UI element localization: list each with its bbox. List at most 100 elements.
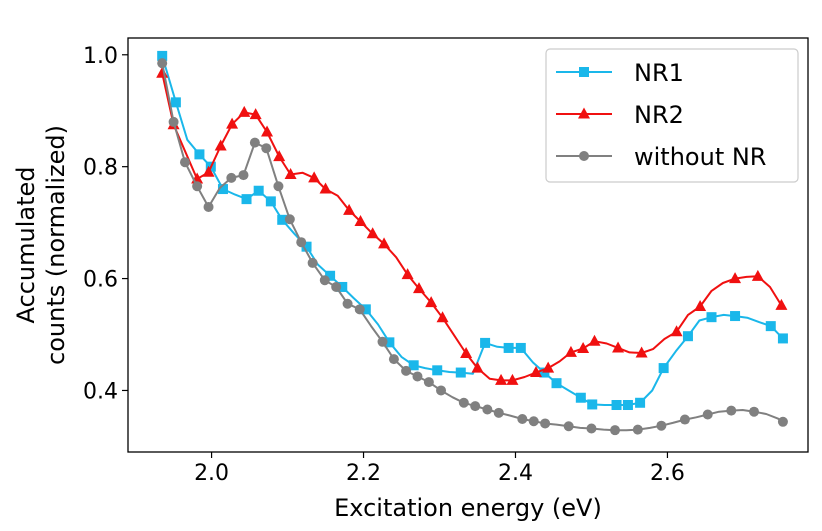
data-point-without-nr: [610, 425, 621, 436]
series-layer: [156, 50, 788, 436]
data-point-without-nr: [307, 257, 318, 268]
data-point-without-nr: [273, 181, 284, 192]
data-point-nr2: [588, 334, 601, 346]
data-point-without-nr: [436, 385, 447, 396]
data-point-nr1: [325, 270, 336, 281]
data-point-nr2: [354, 215, 367, 227]
legend-label-without-nr: without NR: [634, 143, 766, 171]
data-point-nr2: [343, 203, 356, 215]
data-point-nr2: [577, 342, 590, 353]
legend-label-nr2: NR2: [634, 101, 684, 129]
data-point-nr1: [765, 321, 776, 332]
legend: NR1 NR2 without NR: [545, 48, 799, 183]
data-point-without-nr: [482, 404, 493, 415]
data-point-nr2: [471, 361, 484, 373]
data-point-without-nr: [179, 157, 190, 168]
x-tick-label: 2.6: [650, 461, 685, 486]
data-point-nr1: [587, 399, 598, 410]
data-point-without-nr: [679, 414, 690, 425]
data-point-without-nr: [296, 237, 307, 248]
data-point-nr2: [495, 373, 508, 385]
data-point-without-nr: [749, 406, 760, 417]
data-point-without-nr: [377, 336, 388, 347]
data-point-without-nr: [238, 170, 249, 181]
data-point-nr2: [284, 168, 297, 180]
data-point-nr2: [308, 171, 321, 183]
data-point-nr1: [241, 194, 252, 205]
legend-entry-nr2: NR2: [556, 101, 684, 129]
data-point-nr2: [542, 361, 555, 373]
data-point-nr2: [564, 345, 577, 357]
data-point-without-nr: [656, 420, 667, 431]
x-tick-label: 2.4: [498, 461, 533, 486]
x-axis-label: Excitation energy (eV): [334, 494, 602, 522]
data-point-without-nr: [168, 116, 179, 127]
data-point-nr1: [301, 241, 312, 252]
data-point-without-nr: [342, 298, 353, 309]
y-tick-label: 0.8: [83, 156, 118, 181]
data-point-without-nr: [563, 421, 574, 432]
data-point-nr2: [670, 325, 683, 337]
legend-entry-without-nr: without NR: [556, 143, 766, 171]
legend-entries: NR1 NR2 without NR: [556, 59, 766, 171]
data-point-nr1: [217, 184, 228, 195]
data-point-nr1: [265, 196, 276, 207]
y-axis-label-line-1: Accumulated: [12, 167, 40, 324]
data-point-without-nr: [458, 397, 469, 408]
data-point-nr1: [455, 367, 466, 378]
data-point-nr2: [214, 139, 227, 151]
data-point-nr1: [658, 363, 669, 374]
data-point-nr1: [622, 400, 633, 411]
data-point-nr2: [319, 182, 332, 194]
data-point-without-nr: [192, 181, 203, 192]
data-point-nr1: [480, 337, 491, 348]
data-point-nr1: [682, 331, 693, 342]
data-point-nr1: [384, 337, 395, 348]
data-point-without-nr: [423, 377, 434, 388]
data-point-nr1: [706, 312, 717, 323]
data-point-nr2: [775, 298, 788, 310]
data-point-without-nr: [702, 409, 713, 420]
data-point-without-nr: [284, 214, 295, 225]
legend-marker-nr1: [579, 67, 589, 77]
data-point-nr1: [635, 397, 646, 408]
data-point-nr1: [194, 149, 205, 160]
data-point-without-nr: [632, 424, 643, 435]
data-point-without-nr: [249, 137, 260, 148]
legend-entry-nr1: NR1: [556, 59, 684, 87]
data-point-without-nr: [354, 304, 365, 315]
data-point-nr1: [408, 360, 419, 371]
data-point-without-nr: [401, 365, 412, 376]
data-point-nr1: [777, 333, 788, 344]
data-point-without-nr: [319, 275, 330, 286]
data-point-without-nr: [203, 201, 214, 212]
legend-marker-without-nr: [579, 151, 589, 161]
data-point-without-nr: [517, 413, 528, 424]
data-point-nr1: [432, 365, 443, 376]
data-point-nr2: [412, 282, 425, 294]
data-point-without-nr: [261, 143, 272, 154]
data-point-nr2: [249, 108, 262, 120]
data-point-nr1: [515, 342, 526, 353]
data-point-without-nr: [586, 423, 597, 434]
data-point-without-nr: [493, 407, 504, 418]
data-point-nr2: [273, 150, 286, 162]
series-nr2: [156, 66, 788, 385]
data-point-nr2: [460, 347, 473, 359]
data-point-nr2: [530, 366, 542, 378]
data-point-nr1: [253, 185, 264, 196]
data-point-without-nr: [412, 371, 423, 382]
data-point-without-nr: [777, 416, 788, 427]
data-point-nr2: [238, 105, 251, 117]
data-point-nr2: [635, 346, 648, 358]
data-point-without-nr: [226, 172, 237, 183]
data-point-nr1: [337, 281, 348, 292]
data-point-nr1: [157, 50, 168, 61]
data-point-nr1: [277, 214, 288, 225]
series-without-nr: [157, 58, 788, 436]
data-point-nr1: [170, 97, 181, 108]
data-point-nr2: [436, 311, 449, 323]
data-point-nr2: [202, 165, 215, 177]
data-point-nr2: [751, 269, 764, 281]
